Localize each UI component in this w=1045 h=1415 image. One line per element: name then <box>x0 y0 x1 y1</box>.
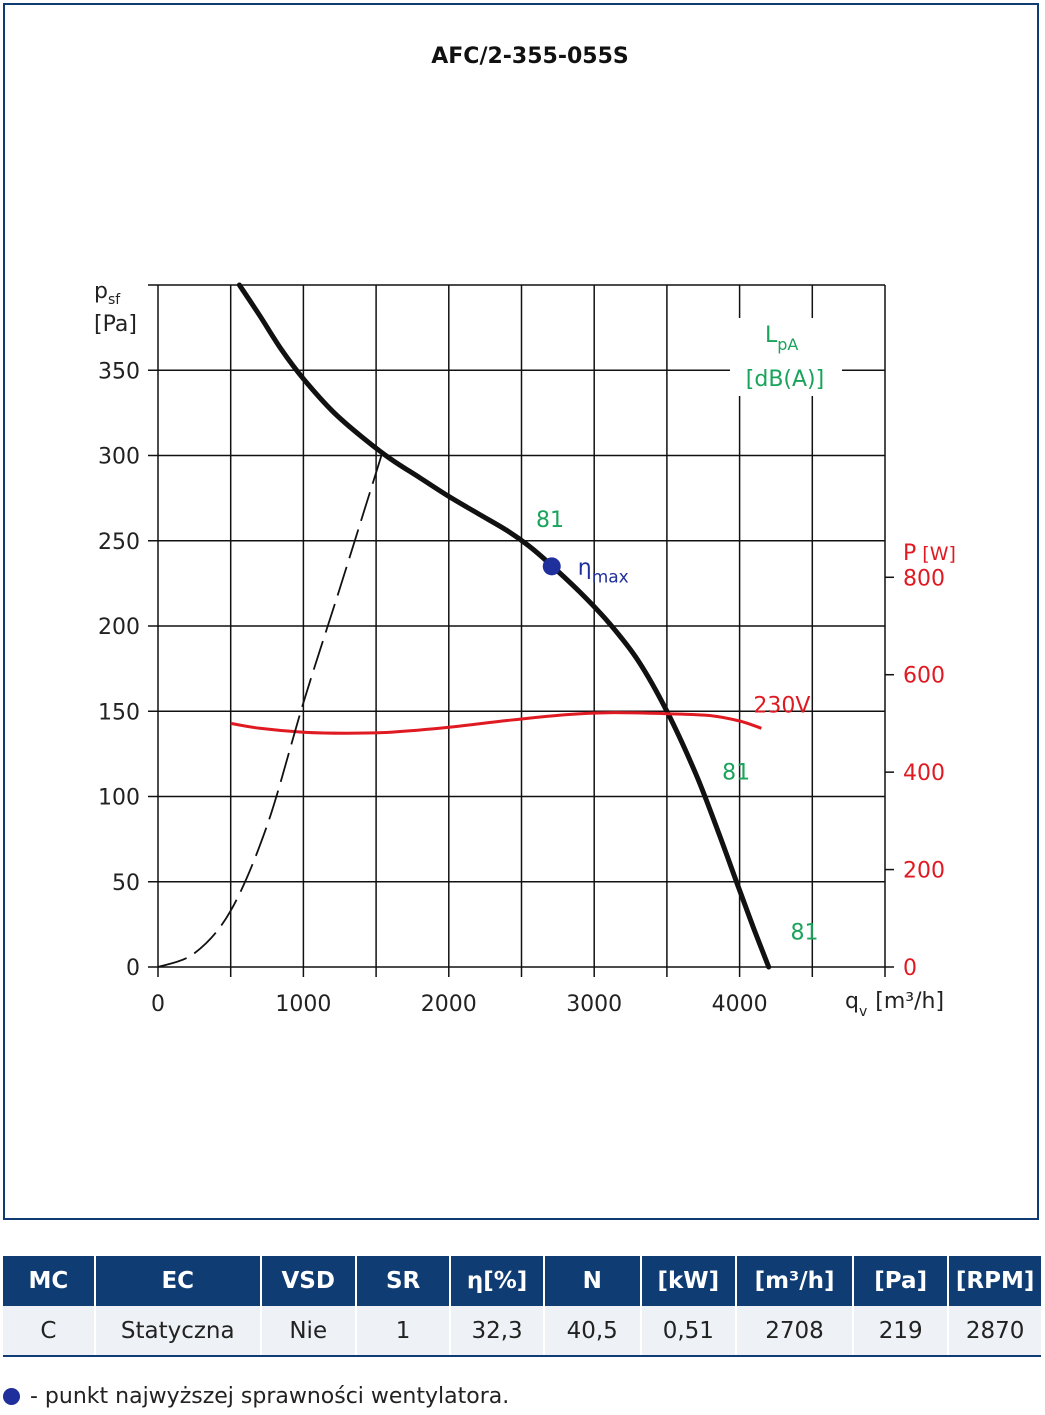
spec-table: MC EC VSD SR η[%] N [kW] [m³/h] [Pa] [RPM] C Staty… <box>3 1256 1041 1357</box>
x-label-sub: v <box>859 1004 867 1020</box>
y-right-tick-label: 0 <box>903 956 917 981</box>
sound-level-labels: 81 81 81 <box>536 508 818 946</box>
y-right-label-unit: [W] <box>922 543 956 565</box>
y-right-tick-label: 400 <box>903 761 945 786</box>
table-cell: 40,5 <box>543 1306 642 1357</box>
table-header-cell: N <box>543 1256 642 1306</box>
table-header-cell: VSD <box>260 1256 357 1306</box>
sound-level-label: 81 <box>790 921 818 946</box>
table-cell: 2870 <box>948 1306 1041 1357</box>
y-right-tick-label: 600 <box>903 664 945 689</box>
y-left-tick-label: 250 <box>98 530 140 555</box>
y-left-tick-label: 300 <box>98 445 140 470</box>
table-cell: Statyczna <box>94 1306 262 1357</box>
chart-title: AFC/2-355-055S <box>431 44 629 69</box>
sound-legend: LpA [dB(A)] <box>746 323 824 392</box>
pressure-curve <box>236 282 772 970</box>
x-label-unit: [m³/h] <box>875 989 944 1014</box>
y-right-axis-label: P [W] <box>903 541 956 566</box>
table-cell: 32,3 <box>450 1306 545 1357</box>
x-tick-label: 0 <box>151 992 165 1017</box>
y-left-tick-labels: 0 50 100 150 200 250 300 350 <box>98 359 140 981</box>
efficiency-dot-icon <box>3 1388 20 1405</box>
y-left-tick-label: 100 <box>98 786 140 811</box>
sound-legend-bg <box>730 318 842 396</box>
sound-legend-unit: [dB(A)] <box>746 367 824 392</box>
efficiency-label-sub: max <box>592 567 629 587</box>
x-tick-label: 2000 <box>421 992 477 1017</box>
svg-text:psf: psf <box>94 279 121 308</box>
svg-text:qv[m³/h]: qv [m³/h] <box>845 989 944 1020</box>
table-cell: 2708 <box>735 1306 855 1357</box>
x-tick-label: 1000 <box>275 992 331 1017</box>
table-cell: 219 <box>853 1306 950 1357</box>
x-tick-label: 3000 <box>566 992 622 1017</box>
system-curve <box>157 448 385 968</box>
y-left-tick-label: 350 <box>98 359 140 384</box>
grid <box>148 284 894 977</box>
table-header-cell: η[%] <box>450 1256 545 1306</box>
y-left-label-unit: [Pa] <box>94 312 137 337</box>
power-curve <box>230 711 762 735</box>
chart-frame <box>3 3 1039 1220</box>
footnote: - punkt najwyższej sprawności wentylator… <box>3 1384 509 1409</box>
table-cell: C <box>3 1306 96 1357</box>
table-header-cell: [Pa] <box>853 1256 950 1306</box>
y-left-label-symbol: p <box>94 279 108 304</box>
table-header-cell: [RPM] <box>948 1256 1041 1306</box>
table-body: C Statyczna Nie 1 32,3 40,5 0,51 2708 219 2870 <box>3 1306 1041 1357</box>
y-right-tick-label: 200 <box>903 859 945 884</box>
y-left-tick-label: 200 <box>98 615 140 640</box>
table-header-cell: SR <box>355 1256 452 1306</box>
y-left-axis-label: psf [Pa] <box>94 279 137 337</box>
table-cell: 0,51 <box>640 1306 737 1357</box>
sound-legend-symbol: L <box>765 323 778 348</box>
y-right-label-symbol: P <box>903 541 916 566</box>
efficiency-label-symbol: η <box>578 555 592 580</box>
sound-legend-sub: pA <box>777 335 798 354</box>
table-header-cell: EC <box>94 1256 262 1306</box>
y-right-tick-labels: 0 200 400 600 800 <box>903 566 945 981</box>
y-left-tick-label: 50 <box>112 871 140 896</box>
table-row: C Statyczna Nie 1 32,3 40,5 0,51 2708 219 2870 <box>3 1306 1041 1357</box>
efficiency-point <box>542 557 561 576</box>
sound-level-label: 81 <box>722 760 750 785</box>
curves: 230V <box>157 282 810 970</box>
table-cell: Nie <box>260 1306 357 1357</box>
x-tick-label: 4000 <box>712 992 768 1017</box>
svg-text:P[W]: P [W] <box>903 541 956 566</box>
table-cell: 1 <box>355 1306 452 1357</box>
y-left-tick-label: 0 <box>126 956 140 981</box>
table-header-cell: [m³/h] <box>735 1256 855 1306</box>
table-header-cell: [kW] <box>640 1256 737 1306</box>
x-tick-labels: 0 1000 2000 3000 4000 <box>151 992 768 1017</box>
efficiency-marker: ηmax <box>542 555 629 587</box>
sound-level-label: 81 <box>536 508 564 533</box>
footnote-text: - punkt najwyższej sprawności wentylator… <box>30 1384 510 1409</box>
power-curve-label: 230V <box>753 693 810 718</box>
table-header-row: MC EC VSD SR η[%] N [kW] [m³/h] [Pa] [RPM] <box>3 1256 1041 1306</box>
fan-performance-chart: AFC/2-355-055S 0 1000 2000 3000 4000 0501001… <box>94 44 956 1020</box>
table-header-cell: MC <box>3 1256 96 1306</box>
x-axis-label: qv [m³/h] <box>845 989 944 1020</box>
efficiency-label: ηmax <box>578 555 629 587</box>
svg-text:LpA: LpA <box>765 323 798 354</box>
x-label-symbol: q <box>845 989 859 1014</box>
y-left-tick-label: 150 <box>98 700 140 725</box>
y-left-label-sub: sf <box>108 292 121 308</box>
y-right-tick-label: 800 <box>903 566 945 591</box>
